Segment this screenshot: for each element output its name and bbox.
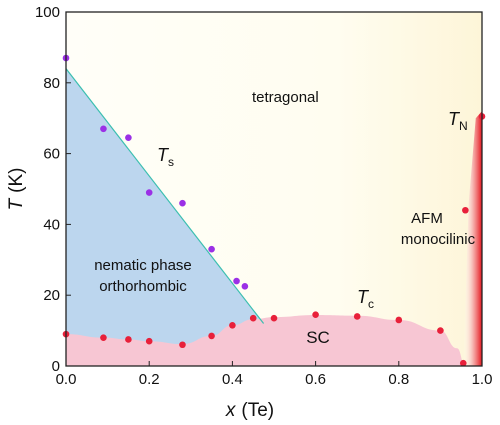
y-tick-label: 60 — [43, 146, 60, 163]
ts-point-4 — [179, 199, 186, 207]
x-tick-label: 0.8 — [388, 371, 409, 388]
afm-region — [463, 111, 482, 366]
y-tick-label: 0 — [52, 358, 60, 375]
ts-point-2 — [125, 134, 132, 141]
x-tick-label: 0.2 — [139, 371, 160, 388]
tc-tn-point-14 — [462, 206, 469, 214]
y-tick-label: 80 — [43, 75, 60, 92]
ts-point-1 — [100, 125, 107, 133]
y-axis-var: T — [6, 197, 27, 210]
sc-region — [66, 315, 466, 366]
y-axis-unit: (K) — [6, 168, 27, 193]
tc-tn-point-12 — [437, 327, 444, 334]
tc-tn-point-10 — [353, 313, 361, 320]
y-axis-label: T (K) — [6, 168, 27, 211]
tc-tn-point-3 — [145, 337, 153, 345]
x-axis-label: x (Te) — [225, 400, 274, 421]
x-tick-label: 0.4 — [222, 371, 243, 388]
x-axis-unit: (Te) — [241, 400, 274, 421]
y-tick-label: 20 — [43, 287, 60, 304]
x-tick-label: 0.0 — [56, 371, 77, 388]
x-tick-label: 1.0 — [472, 371, 493, 388]
nematic-label-line1: nematic phase — [94, 257, 192, 274]
nematic-region — [66, 68, 264, 366]
x-tick-label: 0.6 — [305, 371, 326, 388]
tc-tn-point-5 — [208, 332, 215, 340]
y-tick-label: 100 — [35, 4, 60, 21]
tc-tn-point-2 — [125, 336, 132, 343]
ts-point-3 — [145, 189, 153, 196]
tetragonal-label: tetragonal — [252, 89, 319, 106]
data-points — [62, 54, 486, 367]
tc-tn-point-7 — [249, 314, 257, 322]
ts-point-7 — [241, 283, 249, 290]
tc-tn-point-8 — [270, 314, 278, 322]
sc-label: SC — [306, 328, 330, 347]
tc-tn-point-9 — [312, 311, 319, 318]
ts-boundary-line — [66, 68, 265, 324]
x-axis-var: x — [225, 400, 237, 421]
tc-tn-point-4 — [179, 341, 186, 349]
tc-tn-point-6 — [229, 321, 236, 329]
tc-annotation: Tc — [357, 287, 374, 311]
ts-point-5 — [208, 245, 215, 253]
tc-tn-point-11 — [395, 316, 403, 324]
plot-frame — [65, 11, 483, 367]
tn-annotation: TN — [448, 109, 468, 133]
afm-label-line1: AFM — [411, 210, 443, 227]
afm-label-line2: monocilinic — [401, 231, 476, 248]
x-axis-ticks: 0.0 0.2 0.4 0.6 0.8 1.0 — [56, 361, 493, 388]
tc-tn-point-13 — [459, 359, 467, 367]
ts-point-6 — [233, 277, 240, 285]
tc-tn-point-1 — [100, 334, 107, 341]
y-tick-label: 40 — [43, 216, 60, 233]
nematic-label-line2: orthorhombic — [99, 278, 187, 295]
ts-annotation: Ts — [157, 145, 174, 169]
y-axis-ticks: 0 20 40 60 80 100 — [35, 4, 71, 375]
